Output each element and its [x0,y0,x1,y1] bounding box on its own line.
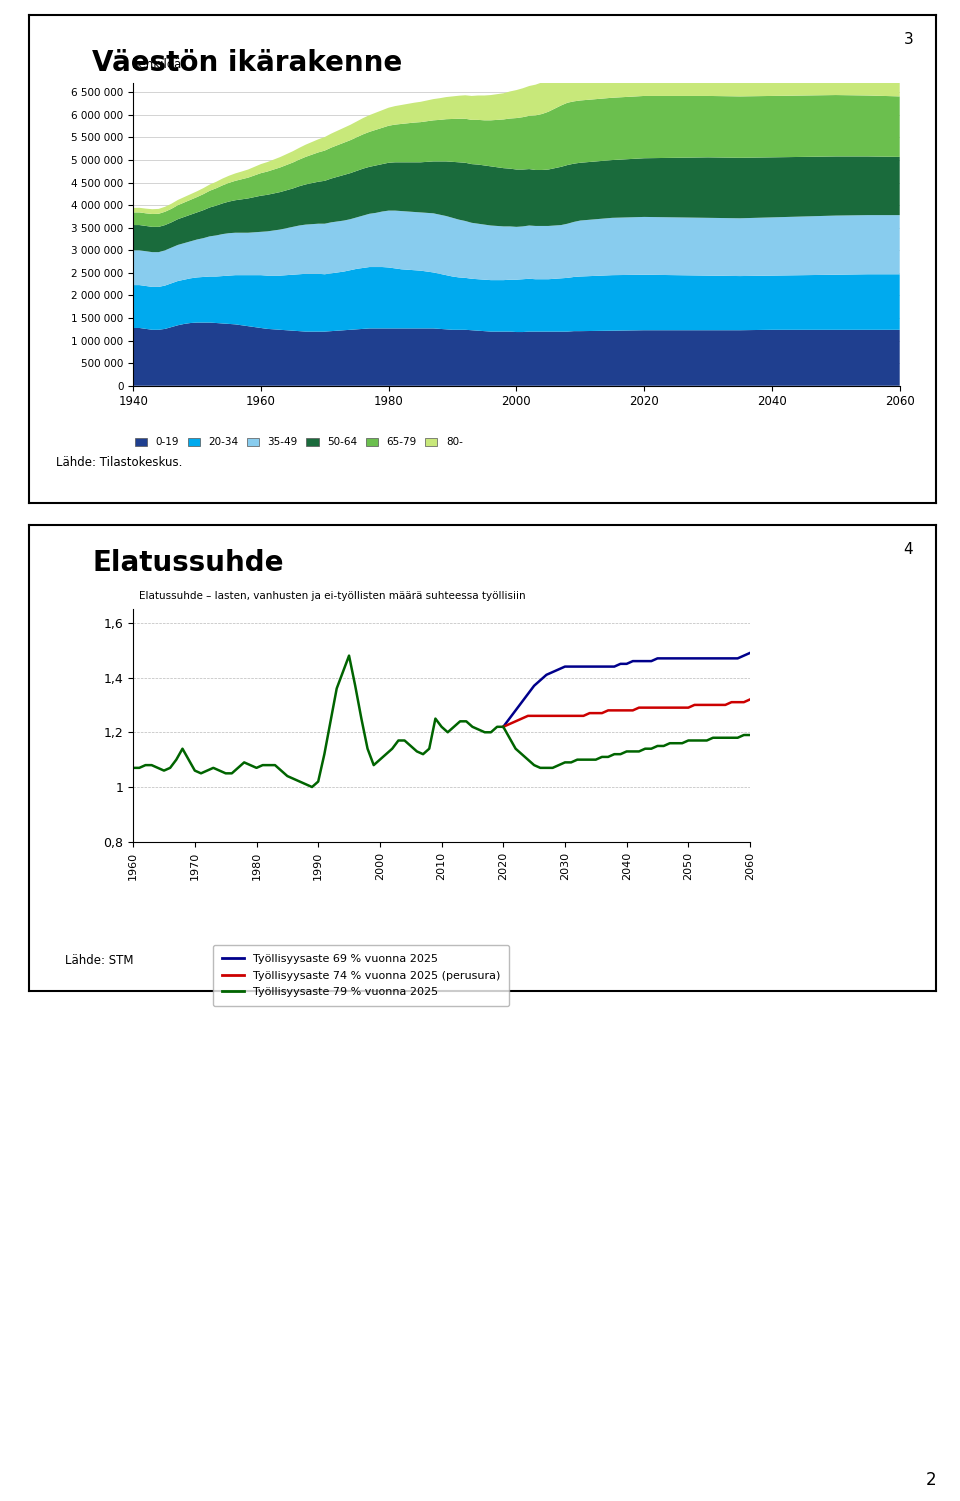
Text: Lähde: STM: Lähde: STM [65,955,133,967]
Text: 3: 3 [903,32,913,47]
Legend: Työllisyysaste 69 % vuonna 2025, Työllisyysaste 74 % vuonna 2025 (perusura), Työ: Työllisyysaste 69 % vuonna 2025, Työllis… [213,946,509,1006]
Text: Elatussuhde: Elatussuhde [92,549,284,576]
Legend: 0-19, 20-34, 35-49, 50-64, 65-79, 80-: 0-19, 20-34, 35-49, 50-64, 65-79, 80- [131,434,467,452]
Text: henkilöä: henkilöä [132,59,182,71]
Text: Lähde: Tilastokeskus.: Lähde: Tilastokeskus. [56,456,182,468]
Text: 2: 2 [925,1471,936,1489]
Text: 4: 4 [903,542,913,557]
Text: Elatussuhde – lasten, vanhusten ja ei-työllisten määrä suhteessa työllisiin: Elatussuhde – lasten, vanhusten ja ei-ty… [139,591,526,600]
Text: Väestön ikärakenne: Väestön ikärakenne [92,50,402,77]
